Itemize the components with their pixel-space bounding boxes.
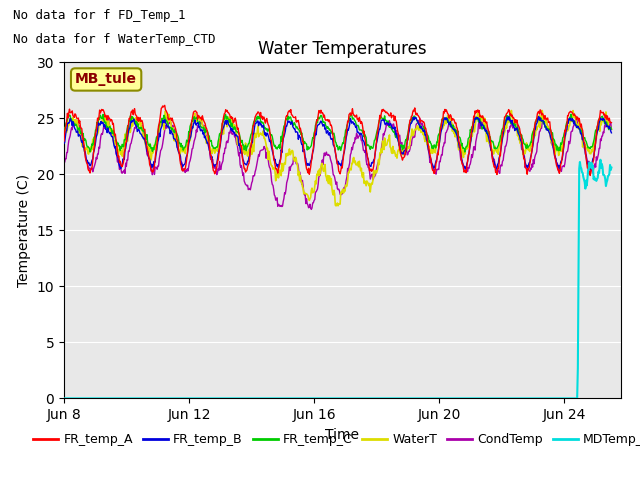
Legend: FR_temp_A, FR_temp_B, FR_temp_C, WaterT, CondTemp, MDTemp_A: FR_temp_A, FR_temp_B, FR_temp_C, WaterT,… [28, 428, 640, 451]
Text: MB_tule: MB_tule [75, 72, 137, 86]
Y-axis label: Temperature (C): Temperature (C) [17, 174, 31, 287]
Text: No data for f FD_Temp_1: No data for f FD_Temp_1 [13, 9, 186, 22]
Title: Water Temperatures: Water Temperatures [258, 40, 427, 58]
X-axis label: Time: Time [325, 428, 360, 442]
Text: No data for f WaterTemp_CTD: No data for f WaterTemp_CTD [13, 33, 215, 46]
